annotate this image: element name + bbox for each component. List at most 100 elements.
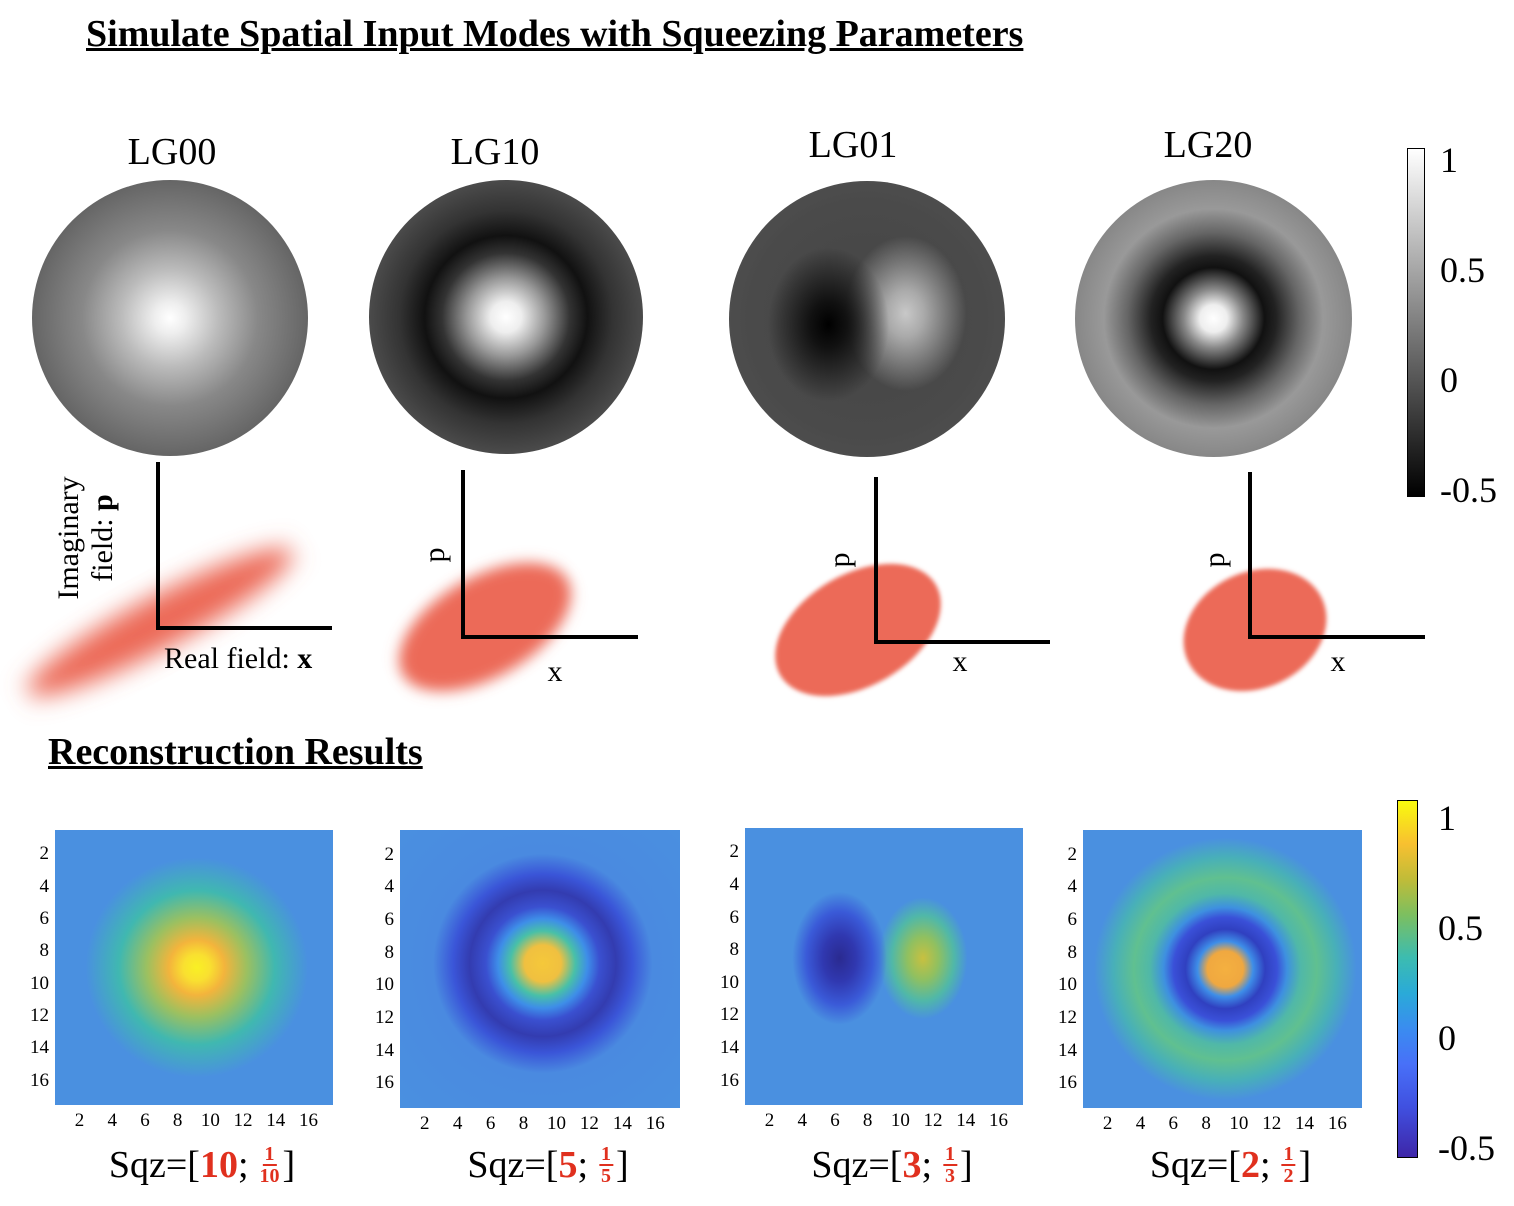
x-axis-var: x bbox=[297, 642, 313, 675]
y-tick-label: 2 bbox=[39, 843, 50, 865]
colorbar-label: 0 bbox=[1440, 360, 1458, 400]
squeezed-state bbox=[775, 563, 941, 697]
squeeze-value: 3 bbox=[902, 1144, 922, 1186]
y-tick-label: 2 bbox=[729, 841, 740, 863]
y-tick-label: 12 bbox=[30, 1005, 49, 1027]
y-tick-label: 14 bbox=[720, 1036, 739, 1058]
colorbar-parula bbox=[1397, 800, 1418, 1158]
x-tick-label: 14 bbox=[956, 1110, 976, 1131]
fraction-denominator: 10 bbox=[259, 1165, 280, 1187]
fraction-numerator: 1 bbox=[262, 1143, 277, 1166]
x-tick-label: 12 bbox=[233, 1110, 253, 1131]
mode-image bbox=[369, 180, 643, 454]
x-tick-label: 16 bbox=[645, 1113, 665, 1134]
caption-text: ; bbox=[237, 1144, 249, 1186]
colorbar-label: 0.5 bbox=[1440, 250, 1485, 290]
caption-text: Sqz=[ bbox=[467, 1144, 559, 1186]
squeeze-value: 2 bbox=[1240, 1144, 1260, 1186]
p-axis-line: field: p bbox=[86, 476, 120, 599]
y-tick-label: 4 bbox=[729, 874, 740, 896]
x-tick-label: 16 bbox=[1327, 1113, 1347, 1134]
section-title: Reconstruction Results bbox=[48, 731, 423, 773]
caption: Sqz=[5; 1 5] bbox=[467, 1143, 628, 1187]
y-tick-label: 16 bbox=[720, 1069, 739, 1091]
colorbar-label: -0.5 bbox=[1440, 470, 1497, 510]
y-tick-label: 10 bbox=[1058, 974, 1077, 996]
y-tick-label: 8 bbox=[384, 941, 395, 963]
caption: Sqz=[10; 1 10] bbox=[109, 1143, 295, 1187]
fraction-numerator: 1 bbox=[943, 1143, 957, 1166]
colorbar-label: -0.5 bbox=[1438, 1128, 1495, 1168]
y-tick-label: 12 bbox=[720, 1004, 739, 1026]
y-tick-label: 10 bbox=[720, 971, 739, 993]
y-tick-label: 8 bbox=[1067, 941, 1078, 963]
p-axis-label: Imaginary field: p bbox=[52, 476, 120, 599]
y-tick-label: 10 bbox=[30, 972, 49, 994]
x-tick-label: 16 bbox=[988, 1110, 1008, 1131]
y-tick-label: 4 bbox=[1067, 876, 1078, 898]
caption-text: Sqz=[ bbox=[811, 1144, 903, 1186]
x-tick-label: 4 bbox=[1135, 1113, 1146, 1134]
caption: Sqz=[2; 1 2] bbox=[1150, 1143, 1311, 1187]
x-axis-text: Real field: bbox=[164, 642, 290, 675]
x-tick-label: 8 bbox=[518, 1113, 529, 1134]
x-tick-label: 14 bbox=[1295, 1113, 1315, 1134]
colorbar-label: 1 bbox=[1440, 140, 1458, 180]
caption-text: ] bbox=[960, 1144, 973, 1186]
y-tick-label: 16 bbox=[30, 1069, 49, 1091]
y-tick-label: 6 bbox=[729, 906, 740, 928]
y-tick-label: 12 bbox=[1058, 1007, 1077, 1029]
axes bbox=[156, 462, 1425, 644]
x-tick-label: 10 bbox=[1229, 1113, 1249, 1134]
x-tick-label: 10 bbox=[890, 1110, 910, 1131]
y-tick-label: 8 bbox=[729, 939, 740, 961]
squeezed-state bbox=[399, 562, 571, 692]
x-axis-label: x bbox=[952, 645, 968, 678]
y-tick-label: 16 bbox=[1058, 1072, 1077, 1094]
colorbar-label: 0.5 bbox=[1438, 908, 1483, 948]
reconstruction-image bbox=[400, 830, 680, 1108]
x-tick-label: 8 bbox=[1201, 1113, 1211, 1134]
mode-label: LG20 bbox=[1163, 124, 1253, 166]
y-tick-label: 4 bbox=[384, 876, 395, 898]
mode-label: LG00 bbox=[127, 131, 217, 173]
x-tick-label: 4 bbox=[797, 1110, 807, 1131]
x-tick-label: 6 bbox=[1168, 1113, 1179, 1134]
x-tick-label: 16 bbox=[298, 1110, 318, 1131]
p-axis-text: Imaginary bbox=[52, 476, 85, 600]
mode-image bbox=[1075, 180, 1352, 457]
mode-image bbox=[32, 180, 308, 456]
reconstruction-image bbox=[745, 828, 1023, 1105]
y-tick-label: 2 bbox=[1067, 843, 1078, 865]
caption-text: ] bbox=[616, 1144, 629, 1186]
caption: Sqz=[3; 1 3] bbox=[811, 1143, 972, 1187]
caption-text: ] bbox=[1298, 1144, 1312, 1186]
x-tick-label: 6 bbox=[140, 1110, 150, 1131]
caption-text: ; bbox=[577, 1144, 588, 1186]
x-tick-label: 6 bbox=[485, 1113, 496, 1134]
figure-title: Simulate Spatial Input Modes with Squeez… bbox=[86, 13, 1024, 55]
mode-label: LG10 bbox=[450, 131, 540, 173]
y-tick-label: 2 bbox=[384, 843, 395, 865]
mode-image bbox=[729, 181, 1005, 457]
y-tick-label: 6 bbox=[39, 907, 50, 929]
x-tick-label: 2 bbox=[419, 1113, 430, 1134]
y-tick-label: 14 bbox=[30, 1037, 49, 1059]
y-tick-label: 16 bbox=[375, 1072, 394, 1094]
colorbar-gray bbox=[1407, 148, 1425, 497]
fraction-denominator: 2 bbox=[1283, 1165, 1294, 1187]
colorbar-label: 1 bbox=[1438, 798, 1456, 838]
x-tick-label: 6 bbox=[830, 1110, 840, 1131]
p-axis-label: p bbox=[418, 547, 451, 563]
x-tick-label: 12 bbox=[579, 1113, 599, 1134]
caption-text: ] bbox=[282, 1144, 296, 1186]
fraction-numerator: 1 bbox=[1281, 1143, 1296, 1166]
y-tick-label: 14 bbox=[375, 1039, 394, 1061]
y-tick-label: 12 bbox=[375, 1007, 394, 1029]
mode-label: LG01 bbox=[808, 124, 898, 166]
x-tick-label: 14 bbox=[612, 1113, 632, 1134]
p-axis-text: field: bbox=[86, 518, 119, 582]
